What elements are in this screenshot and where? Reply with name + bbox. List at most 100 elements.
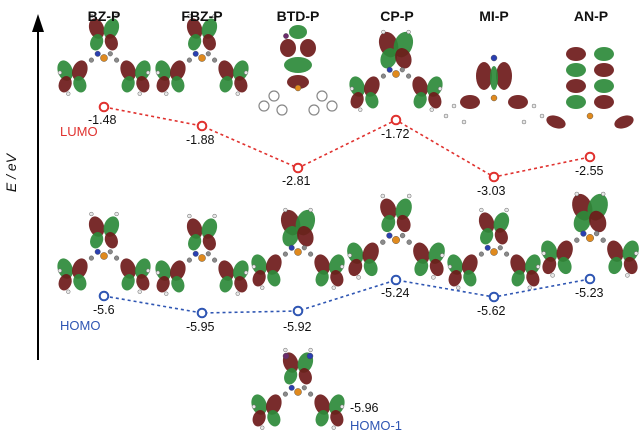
orbital-homo-bz-p-lobe-b0 (103, 216, 120, 237)
lumo-mi-p-nitrogen-atom (490, 54, 498, 62)
orbital-homo-1-btd-p-lobe-c0 (284, 368, 298, 385)
orbital-lumo-bz-p-lobe-c1 (58, 76, 72, 93)
orbital-homo-btd-p-carbon-atom-1 (301, 245, 307, 251)
orbital-homo-an-p-hydrogen-4 (574, 191, 579, 197)
orbital-lumo-btd-p (258, 25, 338, 116)
orbital-homo-an-p-lobe-d0 (589, 210, 607, 233)
orbital-lumo-bz-p-lobe-d2 (136, 76, 150, 93)
lumo-an-p-phosphorus-atom (586, 112, 594, 120)
lumo-mi-p-lobe-l (476, 62, 492, 90)
orbital-homo-mi-p-hydrogen-4 (479, 207, 484, 213)
homo-value-fbz-p: -5.95 (186, 320, 215, 334)
orbital-lumo-fbz-p-lobe-d2 (234, 76, 248, 93)
orbital-lumo-cp-p-lobe-d0 (395, 48, 412, 69)
orbital-homo-bz-p-hydrogen-1 (146, 268, 151, 273)
orbital-homo-1-btd-p-hydrogen-1 (340, 404, 345, 409)
orbital-homo-bz-p-lobe-c1 (58, 274, 72, 291)
orbital-homo-bz-p-lobe-a0 (88, 216, 105, 237)
orbital-homo-cp-p-lobe-b2 (428, 242, 445, 264)
lumo-btd-p-phenyl-ring-3 (326, 100, 338, 112)
orbital-lumo-fbz-p-hydrogen-0 (155, 70, 160, 75)
lumo-an-p-lobe-l3 (566, 95, 586, 109)
orbital-homo-fbz-p-hydrogen-2 (164, 291, 169, 296)
orbital-homo-btd-p-hydrogen-4 (283, 207, 288, 213)
orbital-homo-bz-p (57, 211, 151, 294)
y-axis-label: E / eV (3, 153, 20, 193)
orbital-homo-mi-p-hydrogen-1 (536, 264, 541, 269)
orbital-lumo-fbz-p-lobe-d0 (202, 34, 216, 51)
orbital-homo-bz-p-lobe-c2 (121, 274, 135, 291)
orbital-homo-cp-p-carbon-atom-1 (399, 232, 406, 239)
orbital-lumo-fbz-p-hydrogen-2 (164, 91, 169, 96)
lumo-series-label: LUMO (60, 124, 98, 139)
orbital-homo-btd-p-lobe-d2 (330, 270, 344, 287)
orbital-lumo-cp-p-hydrogen-4 (381, 29, 386, 35)
orbital-homo-cp-p-lobe-c0 (381, 214, 396, 233)
orbital-lumo-bz-p-hydrogen-3 (137, 91, 142, 96)
homo-marker-an-p (584, 273, 596, 285)
orbital-homo-btd-p-lobe-b1 (266, 254, 282, 275)
orbital-homo-an-p-lobe-c1 (542, 256, 557, 275)
lumo-mi-p-hydrogen-3 (539, 113, 545, 119)
orbital-homo-fbz-p-lobe-b1 (170, 260, 186, 281)
lumo-mi-p-lobe-c (490, 66, 498, 90)
orbital-homo-btd-p-nitrogen-atom (288, 244, 295, 251)
orbital-homo-bz-p-hydrogen-3 (137, 289, 142, 294)
orbital-lumo-fbz-p-lobe-b0 (201, 18, 218, 39)
orbital-homo-btd-p-lobe-a1 (251, 254, 267, 275)
orbital-lumo-cp-p-lobe-b2 (427, 76, 443, 97)
lumo-an-p-lobe-r3 (594, 95, 614, 109)
orbital-homo-1-btd-p-carbon-atom-3 (308, 391, 314, 397)
orbital-lumo-bz-p-lobe-a0 (88, 18, 105, 39)
orbital-homo-cp-p-lobe-a2 (413, 242, 430, 264)
orbital-homo-1-btd-p-phosphorus-atom (294, 388, 302, 396)
orbital-homo-fbz-p-carbon-atom-1 (205, 251, 211, 257)
orbital-homo-btd-p-hydrogen-1 (340, 264, 345, 269)
orbital-homo-an-p-carbon-atom-2 (574, 237, 580, 243)
orbital-lumo-bz-p-phosphorus-atom (100, 54, 108, 62)
orbital-homo-mi-p-lobe-a2 (510, 254, 526, 275)
orbital-homo-bz-p-lobe-b2 (135, 258, 151, 279)
orbital-lumo-fbz-p-hydrogen-5 (212, 13, 217, 19)
orbital-homo-bz-p-lobe-d2 (136, 274, 150, 291)
orbital-homo-an-p-nitrogen-atom (580, 230, 587, 237)
lumo-mi-p-hydrogen-2 (443, 113, 449, 119)
orbital-lumo-cp-p-lobe-a1 (349, 76, 365, 97)
orbital-homo-bz-p-carbon-atom-2 (88, 255, 94, 261)
orbital-homo-bz-p-hydrogen-0 (57, 268, 62, 273)
orbital-homo-fbz-p-lobe-a2 (218, 260, 234, 281)
orbital-homo-cp-p-hydrogen-4 (380, 193, 385, 199)
orbital-homo-fbz-p-lobe-c0 (188, 234, 202, 251)
orbital-lumo-bz-p-carbon-atom-2 (88, 57, 94, 63)
orbital-lumo-mi-p (443, 54, 545, 125)
homo-marker-fbz-p (196, 307, 208, 319)
orbital-homo-mi-p-lobe-d0 (494, 228, 508, 245)
orbital-homo-fbz-p-lobe-b0 (201, 218, 218, 239)
orbital-homo-mi-p-lobe-c0 (480, 228, 494, 245)
orbital-homo-cp-p-lobe-a1 (347, 242, 364, 264)
orbital-homo-fbz-p-hydrogen-5 (212, 213, 217, 219)
orbital-homo-mi-p-lobe-b2 (525, 254, 541, 275)
orbital-homo-cp-p-lobe-a0 (380, 198, 397, 220)
homo-1-btd-p-nitrogen-atom-top (306, 352, 314, 360)
orbital-lumo-cp-p-carbon-atom-2 (380, 73, 386, 79)
orbital-lumo-cp-p-hydrogen-2 (358, 107, 363, 112)
orbital-homo-an-p-lobe-b2 (622, 240, 639, 262)
orbital-homo-cp-p-carbon-atom-2 (380, 239, 386, 245)
homo-marker-cp-p (390, 274, 402, 286)
lumo-value-mi-p: -3.03 (477, 184, 506, 198)
orbital-homo-1-btd-p-lobe-c1 (252, 410, 266, 427)
orbital-lumo-fbz-p-lobe-c2 (219, 76, 233, 93)
lumo-btd-p-lobe-l1 (280, 39, 296, 57)
orbital-homo-an-p-hydrogen-0 (541, 251, 546, 256)
orbital-homo-an-p-phosphorus-atom (586, 234, 594, 242)
orbital-homo-bz-p-lobe-c0 (90, 232, 104, 249)
lumo-mi-p-hydrogen-4 (461, 119, 467, 125)
orbital-homo-mi-p-lobe-a0 (478, 212, 495, 233)
orbital-homo-fbz-p-lobe-d2 (234, 276, 248, 293)
orbital-homo-1-btd-p-lobe-d1 (267, 410, 281, 427)
energy-axis (32, 14, 44, 360)
orbital-lumo-cp-p-hydrogen-0 (349, 86, 354, 91)
orbital-homo-fbz-p-hydrogen-4 (187, 213, 192, 219)
